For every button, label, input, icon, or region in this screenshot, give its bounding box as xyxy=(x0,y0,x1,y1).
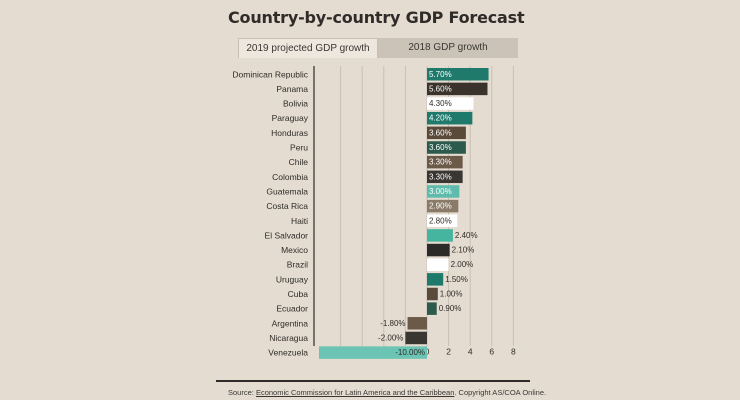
bar xyxy=(427,155,463,169)
bar xyxy=(427,273,444,286)
source-prefix: Source: xyxy=(228,388,256,397)
bar xyxy=(427,82,488,96)
data-label: -2.00% xyxy=(378,333,403,342)
bar xyxy=(427,243,450,257)
source-link[interactable]: Economic Commission for Latin America an… xyxy=(255,388,455,397)
chart-title: Country-by-country GDP Forecast xyxy=(228,8,525,27)
category-label: Guatemala xyxy=(266,186,308,196)
bar xyxy=(427,287,438,301)
bar xyxy=(427,302,437,315)
bar xyxy=(319,346,427,359)
bar xyxy=(427,170,463,184)
data-label: 2.90% xyxy=(429,202,452,211)
category-label: Ecuador xyxy=(276,304,308,314)
bar xyxy=(427,258,449,271)
category-label: Brazil xyxy=(287,260,308,270)
category-label: Cuba xyxy=(288,289,309,299)
bar xyxy=(427,68,489,81)
data-label: 0.90% xyxy=(439,304,462,313)
bar xyxy=(407,317,427,330)
bar xyxy=(427,199,459,213)
category-label: Costa Rica xyxy=(266,201,308,211)
data-label: 4.30% xyxy=(429,99,452,108)
data-label: -10.00% xyxy=(395,348,425,357)
data-label: 3.00% xyxy=(429,187,452,196)
data-label: 1.00% xyxy=(440,290,463,299)
data-label: 3.60% xyxy=(429,128,452,137)
data-label: 2.80% xyxy=(429,216,452,225)
x-tick-label: 0 xyxy=(425,346,430,356)
data-label: 2.00% xyxy=(451,260,474,269)
bar xyxy=(405,331,427,345)
bar xyxy=(427,229,453,242)
category-label: Argentina xyxy=(272,318,309,328)
category-label: Honduras xyxy=(271,128,308,138)
category-label: Chile xyxy=(289,157,309,167)
category-label: Bolivia xyxy=(283,99,308,109)
bar xyxy=(427,126,466,140)
data-label: -1.80% xyxy=(380,319,405,328)
tab-2018-gdp-growth[interactable]: 2018 GDP growth xyxy=(378,38,518,58)
category-label: Haiti xyxy=(291,216,308,226)
data-label: 1.50% xyxy=(445,275,468,284)
x-tick-label: 8 xyxy=(511,346,516,356)
category-label: Mexico xyxy=(281,245,308,255)
bar xyxy=(427,141,466,154)
data-label: 5.70% xyxy=(429,70,452,79)
category-label: Uruguay xyxy=(276,274,309,284)
category-label: Paraguay xyxy=(272,113,309,123)
bar xyxy=(427,97,474,110)
data-label: 2.10% xyxy=(452,246,475,255)
category-label: Dominican Republic xyxy=(232,69,308,79)
footer-divider xyxy=(216,380,530,382)
category-label: El Salvador xyxy=(265,230,309,240)
category-label: Panama xyxy=(276,84,308,94)
tab-2019-projected-gdp-growth[interactable]: 2019 projected GDP growth xyxy=(238,38,378,58)
bar xyxy=(427,185,460,198)
category-label: Nicaragua xyxy=(269,333,308,343)
category-label: Peru xyxy=(290,143,308,153)
source-note: Source: Economic Commission for Latin Am… xyxy=(228,388,546,397)
source-suffix: . Copyright AS/COA Online. xyxy=(454,388,547,397)
data-label: 3.30% xyxy=(429,172,452,181)
data-label: 3.30% xyxy=(429,158,452,167)
data-label: 3.60% xyxy=(429,143,452,152)
bar xyxy=(427,214,458,227)
x-tick-label: 2 xyxy=(446,346,451,356)
x-tick-label: 4 xyxy=(468,346,473,356)
data-label: 2.40% xyxy=(455,231,478,240)
category-label: Venezuela xyxy=(268,348,308,358)
data-label: 5.60% xyxy=(429,84,452,93)
x-tick-label: 6 xyxy=(489,346,494,356)
category-label: Colombia xyxy=(272,172,308,182)
bar xyxy=(427,111,473,125)
data-label: 4.20% xyxy=(429,114,452,123)
